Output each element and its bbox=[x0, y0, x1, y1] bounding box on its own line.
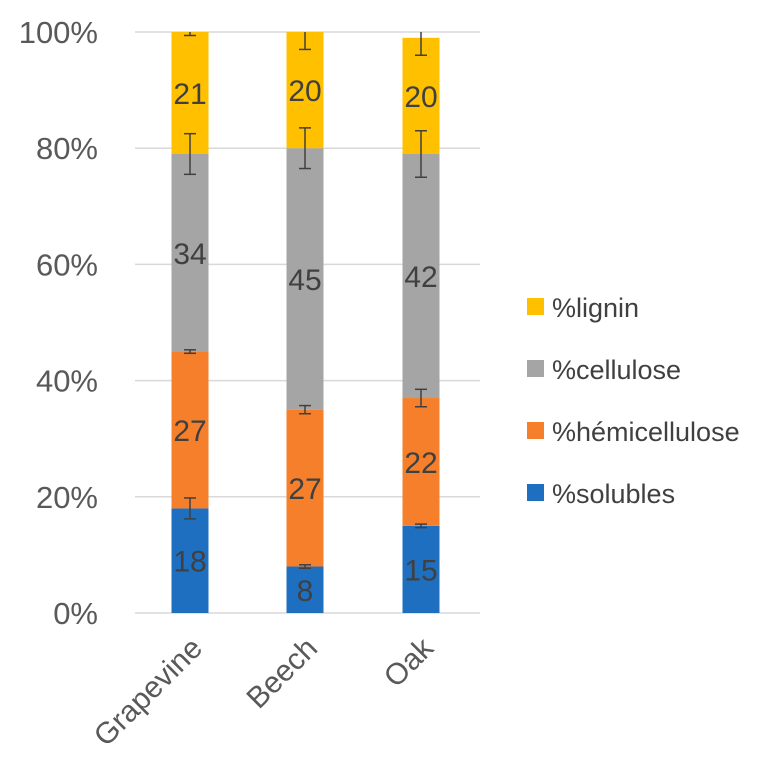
data-label: 34 bbox=[173, 238, 206, 271]
error-bar bbox=[184, 497, 196, 520]
legend-swatch bbox=[527, 484, 544, 501]
legend-item: %hémicellulose bbox=[527, 417, 740, 447]
y-tick-label: 80% bbox=[36, 131, 98, 166]
legend-item: %lignin bbox=[527, 293, 639, 323]
bar-segment bbox=[402, 154, 440, 399]
bar-segment bbox=[286, 409, 324, 567]
y-tick-label: 100% bbox=[19, 15, 98, 50]
error-bar bbox=[299, 127, 311, 170]
error-bar bbox=[415, 388, 427, 408]
x-tick-label: Grapevine bbox=[88, 632, 209, 753]
data-label: 22 bbox=[404, 447, 437, 480]
bars bbox=[171, 32, 440, 613]
bar-segment bbox=[171, 351, 209, 509]
bar-segment bbox=[171, 508, 209, 613]
bar-segment bbox=[286, 566, 324, 613]
y-axis-ticks: 0% 20% 40% 60% 80% 100% bbox=[19, 15, 98, 631]
legend-label: %cellulose bbox=[552, 355, 681, 385]
data-label: 20 bbox=[404, 81, 437, 114]
bar-segment bbox=[171, 154, 209, 352]
x-axis-ticks: Grapevine Beech Oak bbox=[88, 631, 441, 753]
data-label: 21 bbox=[173, 78, 206, 111]
data-label: 15 bbox=[404, 554, 437, 587]
y-tick-label: 20% bbox=[36, 480, 98, 515]
data-label: 27 bbox=[173, 415, 206, 448]
error-bar bbox=[415, 32, 427, 56]
legend-item: %solubles bbox=[527, 479, 675, 509]
data-label: 20 bbox=[288, 75, 321, 108]
error-bar bbox=[184, 132, 196, 176]
legend-label: %solubles bbox=[552, 479, 675, 509]
error-bar bbox=[415, 130, 427, 178]
error-bars bbox=[184, 32, 427, 570]
error-bar bbox=[299, 32, 311, 51]
y-tick-label: 40% bbox=[36, 364, 98, 399]
error-bar bbox=[415, 523, 427, 529]
bar-segment bbox=[286, 148, 324, 410]
data-labels: 18 27 34 21 8 27 45 20 15 22 42 20 bbox=[173, 75, 437, 608]
error-bar bbox=[299, 564, 311, 570]
legend-item: %cellulose bbox=[527, 355, 681, 385]
legend-swatch bbox=[527, 422, 544, 439]
data-label: 18 bbox=[173, 546, 206, 579]
y-tick-label: 60% bbox=[36, 247, 98, 282]
data-label: 27 bbox=[288, 473, 321, 506]
bar-segment bbox=[402, 525, 440, 613]
error-bar bbox=[184, 32, 196, 37]
legend: %lignin %cellulose %hémicellulose %solubles bbox=[527, 293, 740, 509]
x-tick-label: Oak bbox=[378, 631, 441, 694]
error-bar bbox=[184, 349, 196, 355]
data-label: 42 bbox=[404, 261, 437, 294]
error-bar bbox=[299, 404, 311, 415]
y-tick-label: 0% bbox=[53, 596, 98, 631]
legend-label: %lignin bbox=[552, 293, 639, 323]
data-label: 45 bbox=[288, 264, 321, 297]
x-tick-label: Beech bbox=[240, 632, 323, 715]
legend-swatch bbox=[527, 360, 544, 377]
bar-segment bbox=[402, 398, 440, 526]
legend-swatch bbox=[527, 298, 544, 315]
data-label: 8 bbox=[297, 575, 314, 608]
legend-label: %hémicellulose bbox=[552, 417, 740, 447]
